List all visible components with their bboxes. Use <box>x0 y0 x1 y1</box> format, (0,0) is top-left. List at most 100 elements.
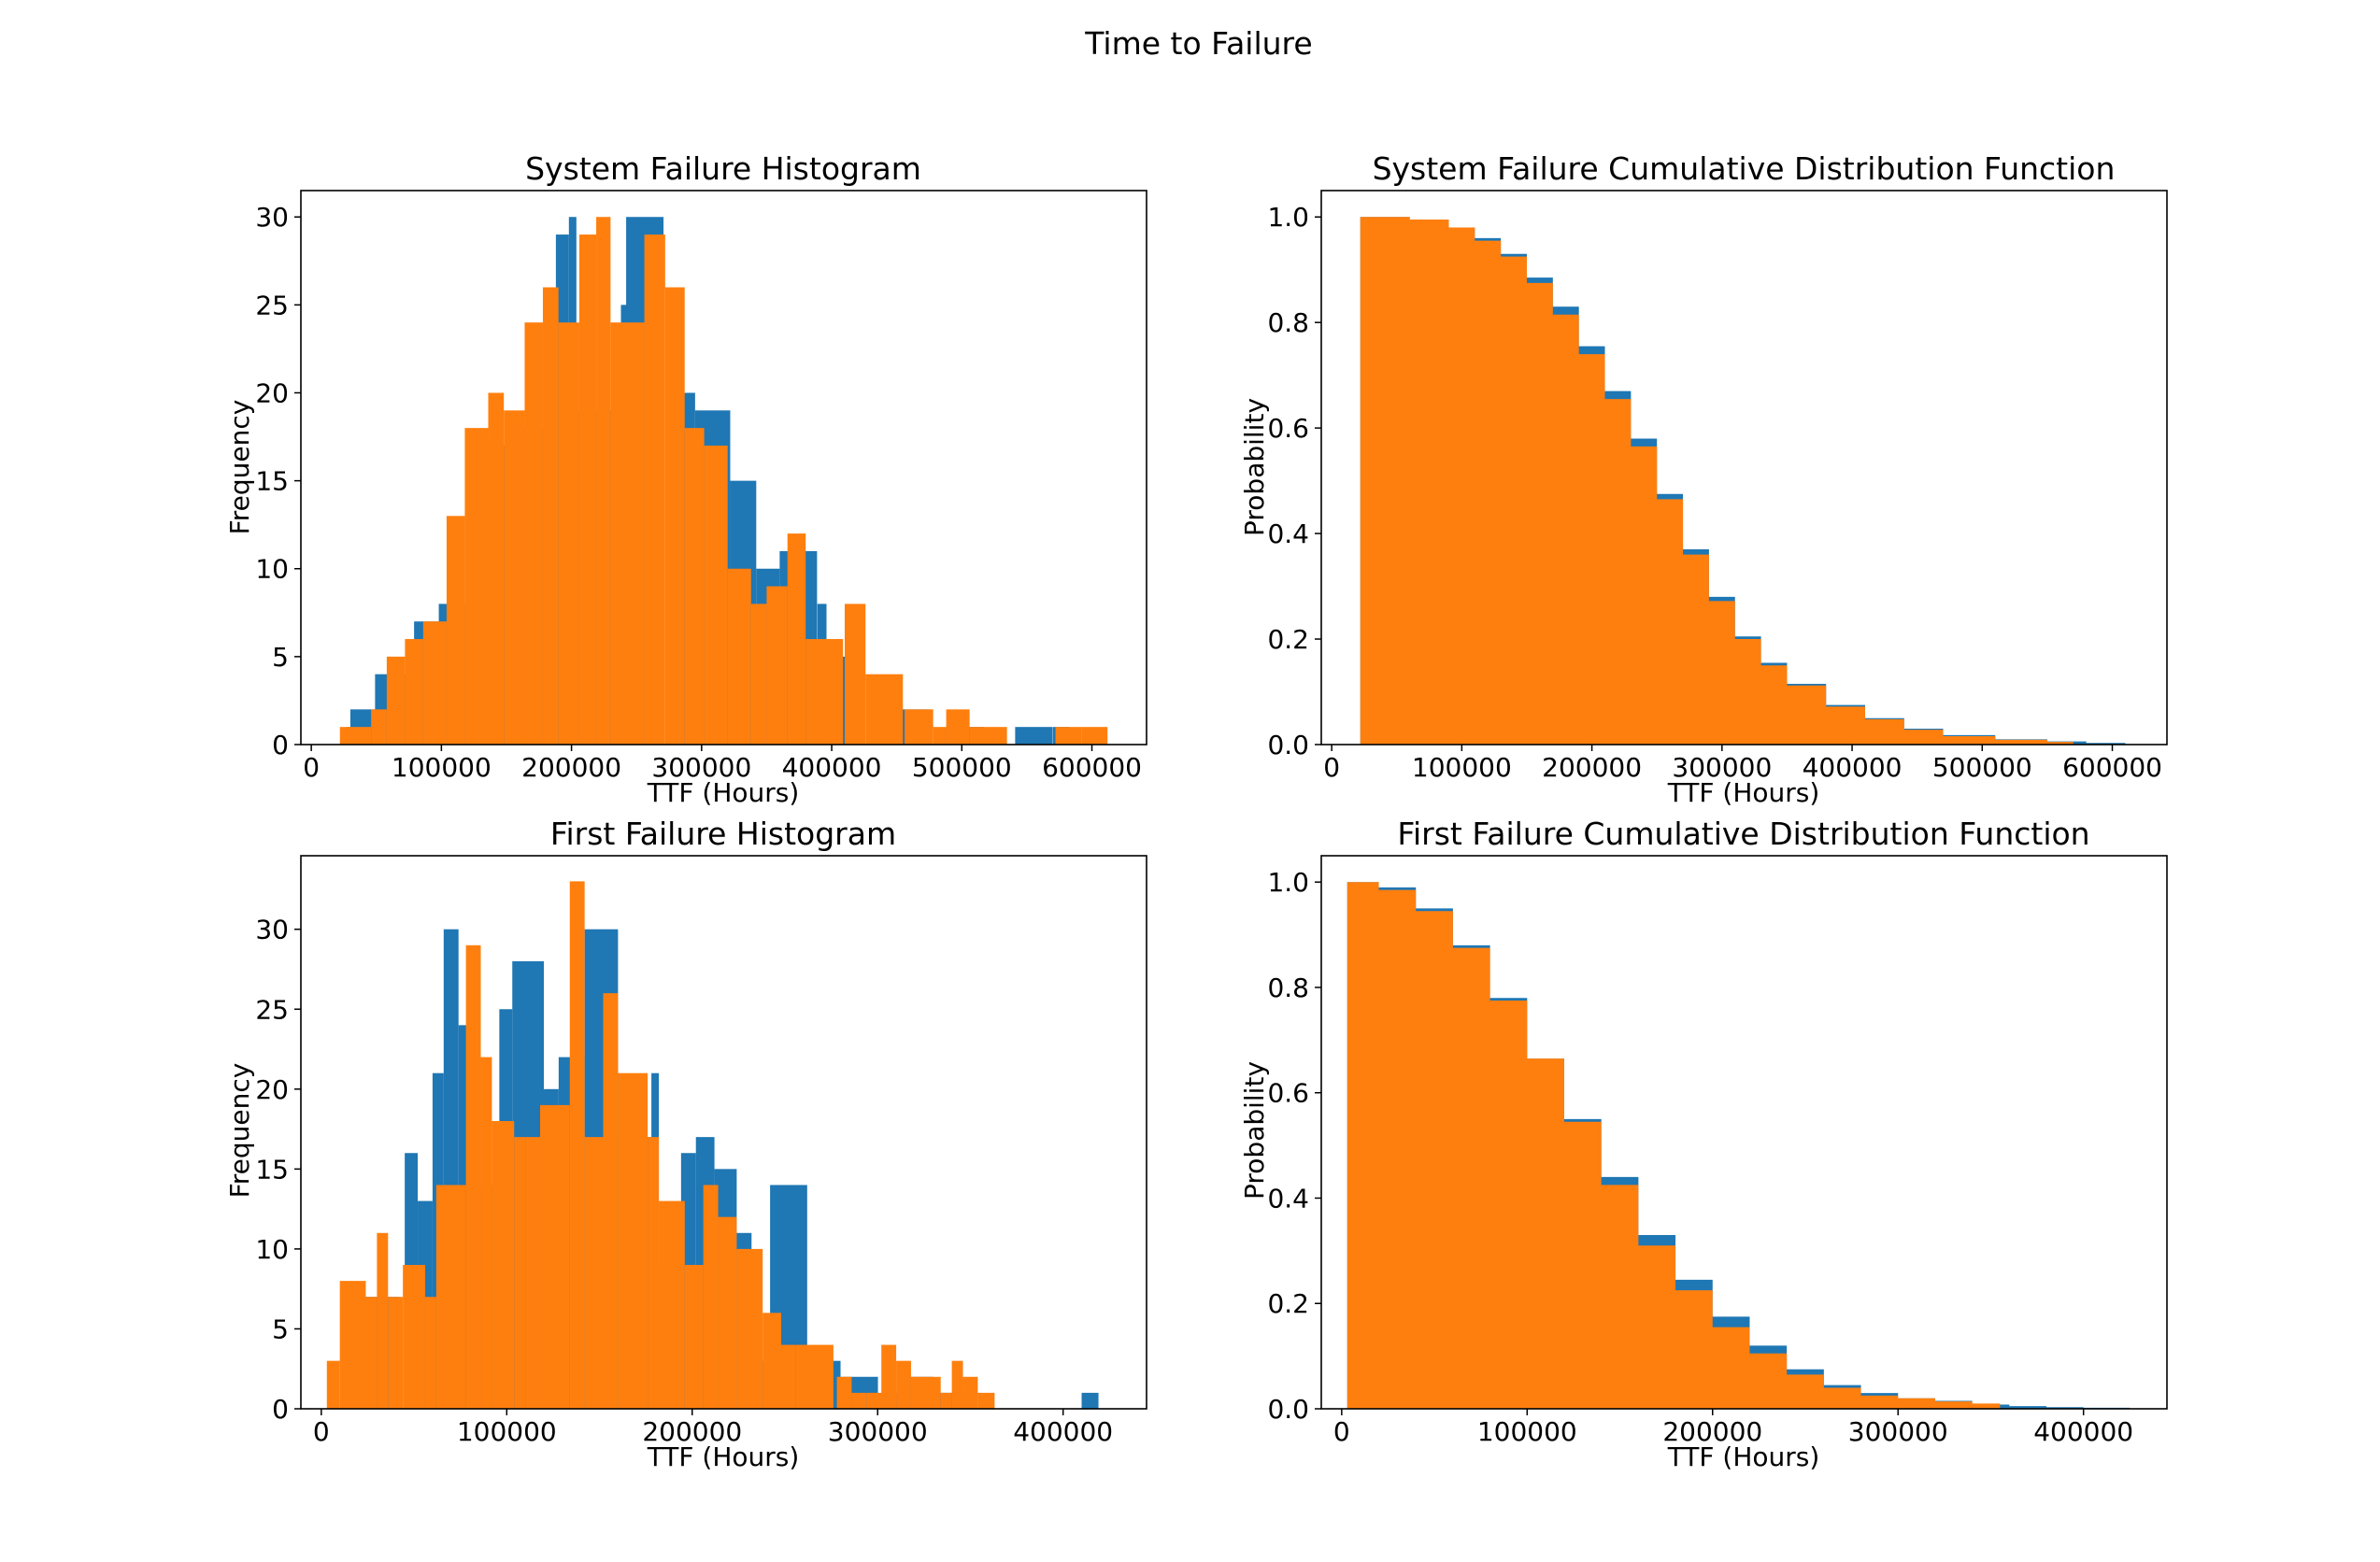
axes-frame <box>300 190 1147 746</box>
histogram-bar <box>664 287 685 745</box>
system-failure-histogram: System Failure Histogram TTF (Hours) Fre… <box>224 150 1147 808</box>
y-tick-label: 0.0 <box>1267 730 1309 760</box>
x-tick-label: 400000 <box>1013 1416 1113 1447</box>
histogram-bar <box>805 639 844 745</box>
histogram-bar <box>386 656 406 745</box>
histogram-bar <box>405 639 423 745</box>
y-axis-label: Frequency <box>224 400 255 535</box>
y-tick-label: 15 <box>255 1154 289 1185</box>
histogram-bar <box>905 709 933 745</box>
x-axis-label: TTF (Hours) <box>1667 1441 1820 1472</box>
y-tick-label: 0.2 <box>1267 624 1309 655</box>
y-tick-label: 5 <box>272 1314 289 1344</box>
histogram-bar <box>569 881 585 1409</box>
y-tick-label: 1.0 <box>1267 867 1309 898</box>
histogram-bar <box>339 727 372 745</box>
y-tick-label: 5 <box>272 642 289 673</box>
histogram-bar <box>865 674 904 745</box>
x-tick-label: 0 <box>1333 1416 1350 1447</box>
histogram-bar <box>969 727 1007 745</box>
y-tick-label: 0.0 <box>1267 1394 1309 1425</box>
histogram-bar <box>377 1232 389 1409</box>
plot-area <box>339 217 1108 746</box>
histogram-bar <box>488 392 505 745</box>
y-tick-label: 10 <box>255 554 289 585</box>
histogram-bar <box>547 1104 570 1409</box>
histogram-bar <box>326 1360 340 1409</box>
y-tick-label: 10 <box>255 1234 289 1265</box>
x-tick-label: 100000 <box>1412 752 1512 783</box>
histogram-bar <box>727 568 751 745</box>
x-axis-label: TTF (Hours) <box>1667 777 1820 808</box>
x-tick-label: 400000 <box>782 752 882 783</box>
histogram-bar <box>644 234 665 746</box>
histogram-bar <box>422 621 447 745</box>
histogram-bar <box>578 234 597 746</box>
series-orange <box>326 881 995 1409</box>
histogram-bar <box>659 1200 685 1409</box>
cdf-area-orange <box>1360 217 2074 745</box>
y-tick-label: 25 <box>255 994 289 1025</box>
x-tick-label: 400000 <box>2033 1416 2133 1447</box>
histogram-bar <box>603 993 619 1409</box>
histogram-bar <box>1081 727 1108 745</box>
subplot-title: System Failure Cumulative Distribution F… <box>1373 150 2116 187</box>
histogram-bar <box>596 217 611 745</box>
histogram-bar <box>584 1137 604 1409</box>
first-failure-histogram: First Failure Histogram TTF (Hours) Freq… <box>224 816 1147 1472</box>
x-tick-label: 300000 <box>1848 1416 1948 1447</box>
y-tick-label: 0.8 <box>1267 307 1309 338</box>
histogram-bar <box>766 586 788 745</box>
histogram-bar <box>480 1057 492 1409</box>
histogram-bar <box>866 1392 882 1409</box>
plot-area <box>1347 882 2131 1409</box>
histogram-bar <box>896 1360 911 1409</box>
histogram-bar <box>781 1344 796 1409</box>
y-tick-label: 20 <box>255 1074 289 1105</box>
first-failure-cdf: First Failure Cumulative Distribution Fu… <box>1239 816 2168 1472</box>
histogram-bar <box>718 1216 737 1409</box>
y-tick-label: 0.2 <box>1267 1288 1309 1319</box>
x-tick-label: 300000 <box>1672 752 1772 783</box>
histogram-bar <box>704 445 728 745</box>
histogram-bar <box>424 1297 436 1409</box>
y-tick-label: 0 <box>272 1394 289 1425</box>
figure-title: Time to Failure <box>1084 25 1312 62</box>
histogram-bar <box>446 516 465 745</box>
y-axis-label: Frequency <box>224 1063 255 1199</box>
histogram-bar <box>910 1376 941 1409</box>
histogram-bar <box>881 1344 897 1409</box>
x-tick-label: 600000 <box>2062 752 2162 783</box>
histogram-bar <box>558 322 579 745</box>
x-tick-label: 0 <box>313 1416 330 1447</box>
y-tick-label: 1.0 <box>1267 202 1309 233</box>
histogram-bar <box>750 604 767 745</box>
histogram-bar <box>648 1137 660 1409</box>
x-tick-label: 300000 <box>651 752 751 783</box>
y-tick-label: 25 <box>255 290 289 320</box>
y-tick-label: 0 <box>272 730 289 760</box>
y-tick-label: 15 <box>255 466 289 497</box>
histogram-bar <box>542 287 559 745</box>
subplot-title: First Failure Cumulative Distribution Fu… <box>1397 816 2089 852</box>
histogram-bar <box>610 322 645 745</box>
axes-frame <box>300 855 1147 1410</box>
x-tick-label: 500000 <box>1932 752 2032 783</box>
histogram-bar <box>514 1137 526 1409</box>
histogram-bar <box>684 428 705 745</box>
cdf-area-orange <box>1347 882 2001 1409</box>
histogram-bar <box>940 1392 952 1409</box>
y-tick-label: 0.6 <box>1267 1078 1309 1109</box>
x-tick-label: 600000 <box>1042 752 1142 783</box>
histogram-bar <box>365 1297 378 1409</box>
subplot-title: First Failure Histogram <box>550 816 896 852</box>
x-tick-label: 0 <box>1323 752 1340 783</box>
histogram-bar <box>836 1376 852 1409</box>
histogram-bar <box>844 604 866 745</box>
x-axis-label: TTF (Hours) <box>647 777 800 808</box>
histogram-bar <box>618 1072 648 1409</box>
histogram-bar <box>951 1360 963 1409</box>
y-axis-label: Probability <box>1239 1061 1270 1200</box>
histogram-bar <box>795 1344 834 1409</box>
